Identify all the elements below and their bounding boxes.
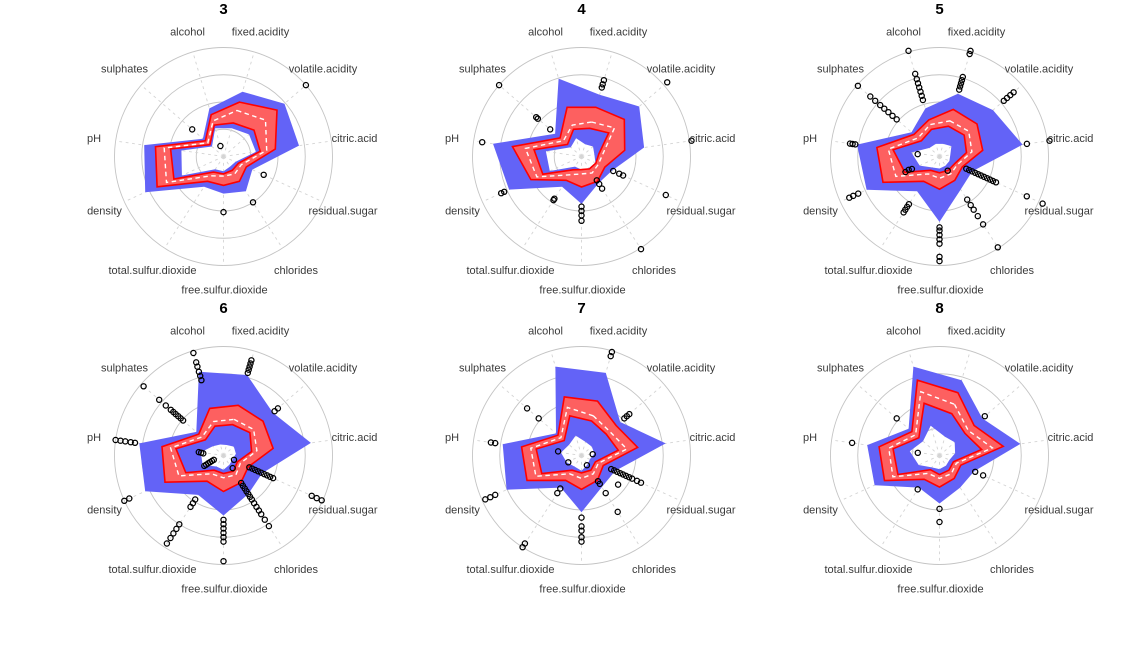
svg-text:3: 3 [219,1,227,18]
svg-text:volatile.acidity: volatile.acidity [647,363,716,375]
svg-text:pH: pH [803,133,817,145]
svg-text:total.sulfur.dioxide: total.sulfur.dioxide [108,564,196,576]
svg-text:pH: pH [87,432,101,444]
svg-text:fixed.acidity: fixed.acidity [232,326,290,338]
svg-text:4: 4 [577,1,586,18]
svg-text:fixed.acidity: fixed.acidity [948,326,1006,338]
svg-text:citric.acid: citric.acid [332,432,378,444]
svg-text:fixed.acidity: fixed.acidity [590,27,648,39]
svg-text:8: 8 [935,300,943,317]
svg-text:density: density [803,206,838,218]
svg-text:residual.sugar: residual.sugar [1024,505,1093,517]
svg-text:pH: pH [445,133,459,145]
svg-text:sulphates: sulphates [817,64,865,76]
svg-text:chlorides: chlorides [274,564,319,576]
svg-text:alcohol: alcohol [886,27,921,39]
svg-text:density: density [803,505,838,517]
svg-text:total.sulfur.dioxide: total.sulfur.dioxide [466,564,554,576]
svg-text:alcohol: alcohol [886,326,921,338]
svg-text:volatile.acidity: volatile.acidity [289,363,358,375]
svg-text:alcohol: alcohol [170,27,205,39]
svg-text:free.sulfur.dioxide: free.sulfur.dioxide [897,285,983,297]
svg-text:total.sulfur.dioxide: total.sulfur.dioxide [466,265,554,277]
svg-text:free.sulfur.dioxide: free.sulfur.dioxide [181,584,267,596]
svg-text:pH: pH [803,432,817,444]
svg-text:residual.sugar: residual.sugar [666,505,735,517]
svg-text:sulphates: sulphates [101,64,149,76]
svg-text:volatile.acidity: volatile.acidity [1005,64,1074,76]
svg-text:free.sulfur.dioxide: free.sulfur.dioxide [181,285,267,297]
svg-text:citric.acid: citric.acid [690,432,736,444]
svg-text:chlorides: chlorides [632,265,677,277]
svg-text:total.sulfur.dioxide: total.sulfur.dioxide [824,564,912,576]
svg-text:residual.sugar: residual.sugar [1024,206,1093,218]
svg-text:chlorides: chlorides [632,564,677,576]
svg-text:pH: pH [445,432,459,444]
svg-text:pH: pH [87,133,101,145]
svg-text:chlorides: chlorides [990,265,1035,277]
svg-text:density: density [445,206,480,218]
svg-text:fixed.acidity: fixed.acidity [232,27,290,39]
svg-text:volatile.acidity: volatile.acidity [1005,363,1074,375]
svg-text:citric.acid: citric.acid [690,133,736,145]
svg-text:residual.sugar: residual.sugar [308,206,377,218]
svg-text:fixed.acidity: fixed.acidity [590,326,648,338]
svg-text:chlorides: chlorides [274,265,319,277]
svg-text:fixed.acidity: fixed.acidity [948,27,1006,39]
svg-text:citric.acid: citric.acid [332,133,378,145]
svg-text:6: 6 [219,300,227,317]
svg-text:residual.sugar: residual.sugar [666,206,735,218]
svg-text:free.sulfur.dioxide: free.sulfur.dioxide [539,285,625,297]
svg-text:residual.sugar: residual.sugar [308,505,377,517]
svg-text:density: density [87,505,122,517]
svg-text:7: 7 [577,300,585,317]
svg-text:chlorides: chlorides [990,564,1035,576]
svg-text:sulphates: sulphates [459,64,507,76]
svg-text:volatile.acidity: volatile.acidity [647,64,716,76]
svg-text:citric.acid: citric.acid [1048,133,1094,145]
svg-text:alcohol: alcohol [170,326,205,338]
svg-text:total.sulfur.dioxide: total.sulfur.dioxide [108,265,196,277]
svg-text:density: density [445,505,480,517]
svg-text:volatile.acidity: volatile.acidity [289,64,358,76]
svg-text:free.sulfur.dioxide: free.sulfur.dioxide [897,584,983,596]
svg-text:total.sulfur.dioxide: total.sulfur.dioxide [824,265,912,277]
svg-text:free.sulfur.dioxide: free.sulfur.dioxide [539,584,625,596]
svg-text:density: density [87,206,122,218]
svg-text:sulphates: sulphates [101,363,149,375]
svg-text:sulphates: sulphates [459,363,507,375]
svg-text:alcohol: alcohol [528,326,563,338]
svg-text:alcohol: alcohol [528,27,563,39]
svg-text:citric.acid: citric.acid [1048,432,1094,444]
svg-text:5: 5 [935,1,943,18]
svg-text:sulphates: sulphates [817,363,865,375]
